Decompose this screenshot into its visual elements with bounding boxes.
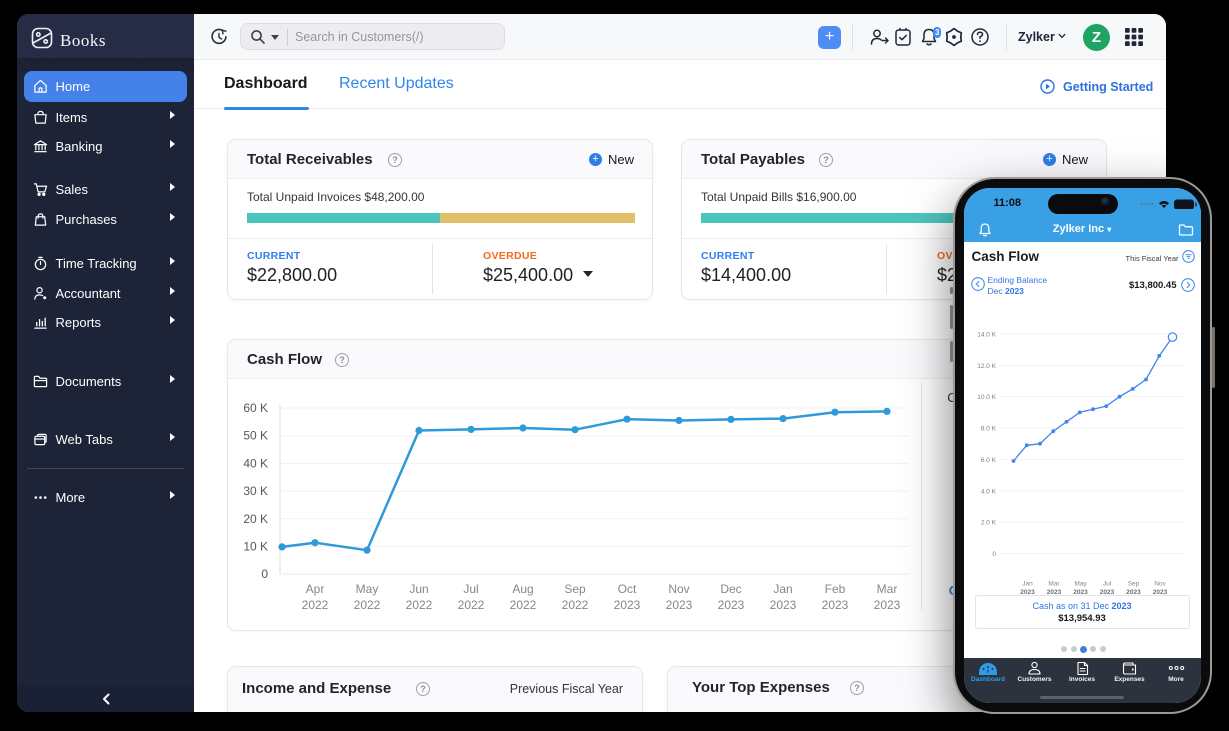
svg-text:Aug: Aug: [512, 582, 533, 596]
svg-text:20 K: 20 K: [243, 512, 268, 526]
svg-text:2022: 2022: [354, 598, 381, 612]
svg-text:Mar: Mar: [1048, 580, 1060, 587]
svg-text:2023: 2023: [1126, 589, 1141, 596]
svg-text:2022: 2022: [302, 598, 329, 612]
svg-text:6.0 K: 6.0 K: [980, 456, 996, 463]
svg-text:30 K: 30 K: [243, 484, 268, 498]
svg-text:2022: 2022: [406, 598, 433, 612]
svg-text:2023: 2023: [1073, 589, 1088, 596]
svg-text:10.0 K: 10.0 K: [977, 394, 996, 401]
svg-text:14.0 K: 14.0 K: [977, 331, 996, 338]
svg-text:2023: 2023: [1046, 589, 1061, 596]
svg-text:2022: 2022: [458, 598, 485, 612]
svg-text:4.0 K: 4.0 K: [980, 488, 996, 495]
svg-text:Sep: Sep: [564, 582, 586, 596]
svg-text:Jul: Jul: [1102, 580, 1111, 587]
svg-text:May: May: [356, 582, 379, 596]
svg-text:2.0 K: 2.0 K: [980, 519, 996, 526]
svg-text:2023: 2023: [1020, 589, 1035, 596]
svg-text:Feb: Feb: [825, 582, 846, 596]
svg-text:40 K: 40 K: [243, 456, 268, 470]
svg-text:Sep: Sep: [1127, 580, 1139, 587]
svg-text:Dec: Dec: [720, 582, 741, 596]
svg-text:2022: 2022: [562, 598, 589, 612]
svg-text:8.0 K: 8.0 K: [980, 425, 996, 432]
svg-text:10 K: 10 K: [243, 540, 268, 554]
svg-text:May: May: [1074, 580, 1087, 587]
svg-text:0: 0: [992, 551, 996, 558]
svg-text:2022: 2022: [510, 598, 537, 612]
svg-text:50 K: 50 K: [243, 429, 268, 443]
svg-text:Apr: Apr: [306, 582, 325, 596]
svg-text:Nov: Nov: [1154, 580, 1166, 587]
svg-text:2023: 2023: [1099, 589, 1114, 596]
svg-text:60 K: 60 K: [243, 401, 268, 415]
svg-text:2023: 2023: [822, 598, 849, 612]
svg-text:2023: 2023: [718, 598, 745, 612]
svg-text:Mar: Mar: [877, 582, 898, 596]
svg-text:2023: 2023: [1152, 589, 1167, 596]
svg-text:12.0 K: 12.0 K: [977, 362, 996, 369]
svg-text:Jul: Jul: [463, 582, 478, 596]
svg-text:2023: 2023: [770, 598, 797, 612]
svg-text:2023: 2023: [666, 598, 693, 612]
svg-text:Jan: Jan: [1022, 580, 1033, 587]
svg-text:2023: 2023: [614, 598, 641, 612]
svg-text:Nov: Nov: [668, 582, 689, 596]
svg-text:Oct: Oct: [618, 582, 637, 596]
svg-text:Jun: Jun: [409, 582, 428, 596]
svg-text:Jan: Jan: [773, 582, 792, 596]
svg-text:0: 0: [261, 567, 268, 581]
svg-text:2023: 2023: [874, 598, 901, 612]
